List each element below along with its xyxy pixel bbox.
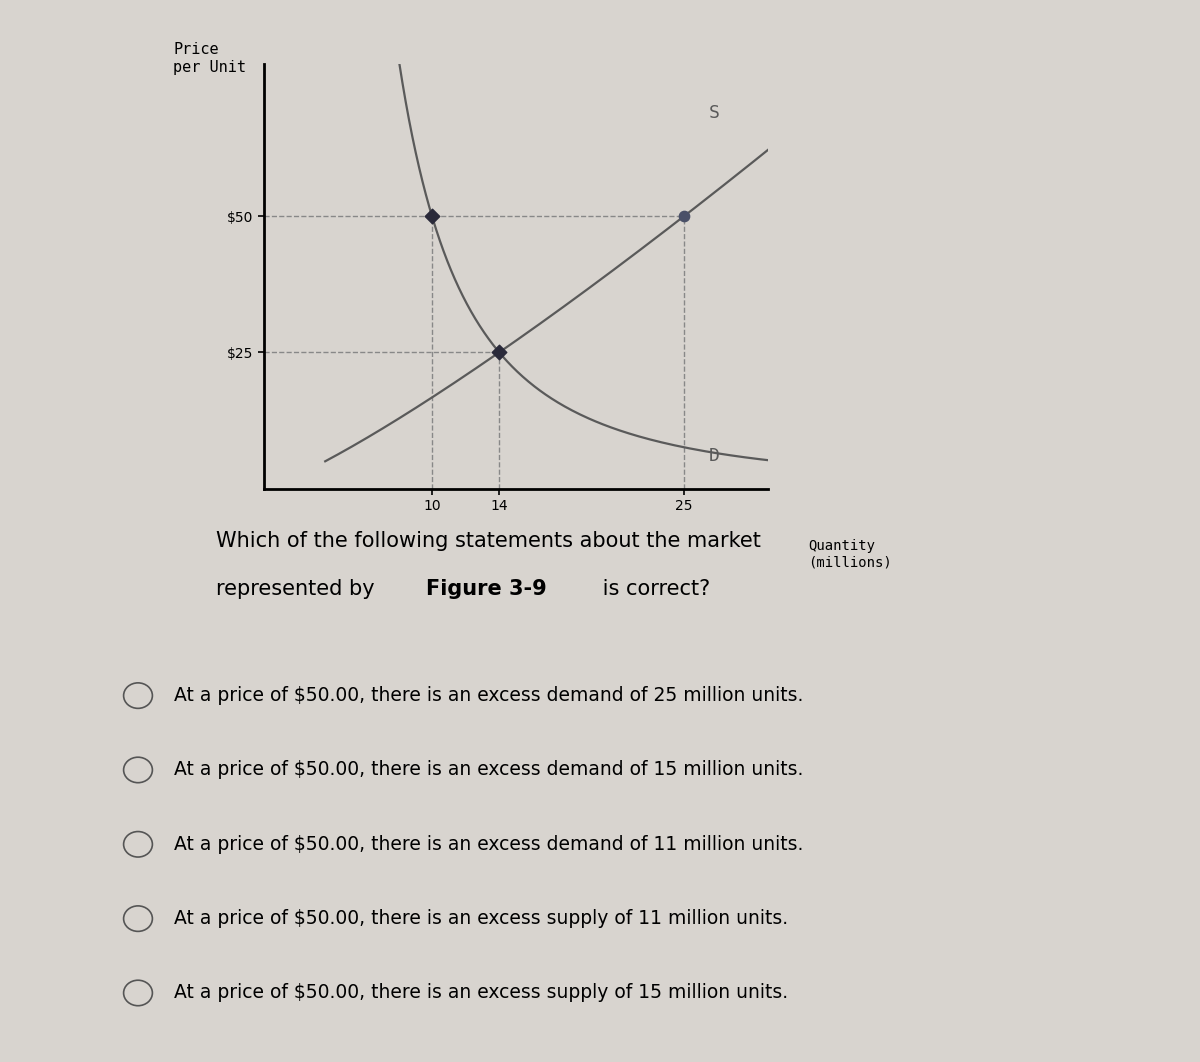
Text: At a price of $50.00, there is an excess demand of 11 million units.: At a price of $50.00, there is an excess… xyxy=(174,835,803,854)
Text: At a price of $50.00, there is an excess supply of 15 million units.: At a price of $50.00, there is an excess… xyxy=(174,983,788,1003)
Text: At a price of $50.00, there is an excess demand of 15 million units.: At a price of $50.00, there is an excess… xyxy=(174,760,803,780)
Text: S: S xyxy=(709,104,720,122)
Text: Price
per Unit: Price per Unit xyxy=(173,42,246,75)
Text: Which of the following statements about the market: Which of the following statements about … xyxy=(216,531,761,551)
Point xyxy=(422,208,442,225)
Text: is correct?: is correct? xyxy=(596,579,710,599)
Text: Quantity
(millions): Quantity (millions) xyxy=(809,539,892,569)
Point xyxy=(674,208,694,225)
Text: Figure 3-9: Figure 3-9 xyxy=(426,579,547,599)
Text: At a price of $50.00, there is an excess supply of 11 million units.: At a price of $50.00, there is an excess… xyxy=(174,909,788,928)
Text: represented by: represented by xyxy=(216,579,382,599)
Point xyxy=(490,344,509,361)
Text: At a price of $50.00, there is an excess demand of 25 million units.: At a price of $50.00, there is an excess… xyxy=(174,686,803,705)
Text: D: D xyxy=(709,447,720,465)
